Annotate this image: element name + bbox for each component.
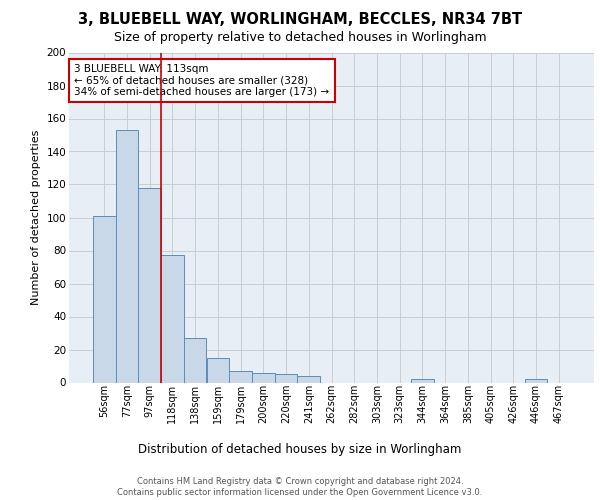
Text: Distribution of detached houses by size in Worlingham: Distribution of detached houses by size … [139,442,461,456]
Bar [161,256,184,382]
Bar [184,338,206,382]
Bar [252,372,275,382]
Bar [139,188,161,382]
Text: 3 BLUEBELL WAY: 113sqm
← 65% of detached houses are smaller (328)
34% of semi-de: 3 BLUEBELL WAY: 113sqm ← 65% of detached… [74,64,329,97]
Bar [411,379,434,382]
Bar [93,216,116,382]
Bar [524,379,547,382]
Text: Contains HM Land Registry data © Crown copyright and database right 2024.
Contai: Contains HM Land Registry data © Crown c… [118,478,482,497]
Text: Size of property relative to detached houses in Worlingham: Size of property relative to detached ho… [113,31,487,44]
Bar [116,130,139,382]
Bar [275,374,298,382]
Bar [229,371,252,382]
Bar [206,358,229,382]
Text: 3, BLUEBELL WAY, WORLINGHAM, BECCLES, NR34 7BT: 3, BLUEBELL WAY, WORLINGHAM, BECCLES, NR… [78,12,522,28]
Y-axis label: Number of detached properties: Number of detached properties [31,130,41,305]
Bar [298,376,320,382]
